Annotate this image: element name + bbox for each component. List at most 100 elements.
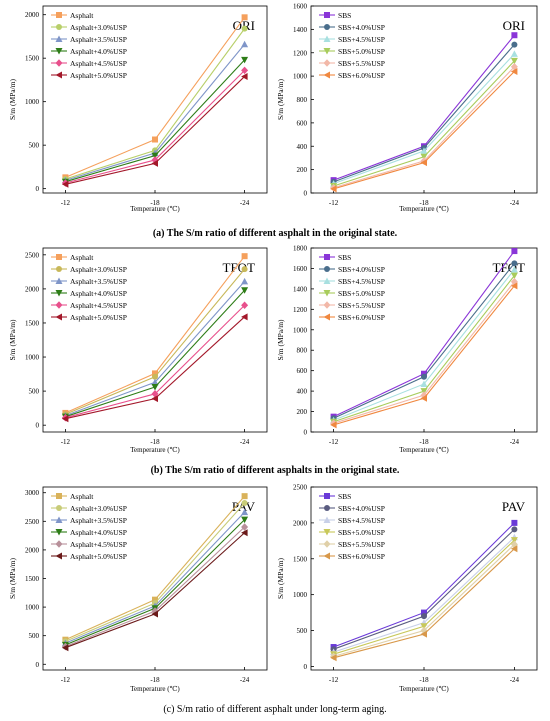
- legend-marker: [323, 313, 330, 321]
- x-tick-label: -24: [510, 676, 520, 684]
- legend-marker: [324, 266, 330, 272]
- legend-marker: [55, 59, 63, 67]
- y-tick-label: 1800: [293, 245, 308, 253]
- panel-label: TFOT: [493, 260, 526, 275]
- x-tick-label: -18: [419, 438, 429, 446]
- chart-ORI-asphalt: 0 500 1000 1500 2000 -12 -18 -24 Temperature (℃)…: [8, 5, 268, 213]
- data-point: [151, 395, 158, 403]
- y-tick-label: 1500: [25, 319, 40, 327]
- data-point: [330, 421, 337, 429]
- y-tick-label: 2500: [25, 518, 40, 526]
- data-point: [511, 32, 518, 39]
- legend-label: SBS+5.5%USP: [338, 59, 385, 68]
- legend-label: Asphalt+4.5%USP: [70, 301, 127, 310]
- legend-label: Asphalt+4.0%USP: [70, 528, 127, 537]
- legend-marker: [55, 540, 63, 548]
- legend-label: Asphalt+5.0%USP: [70, 552, 127, 561]
- y-tick-label: 1000: [293, 73, 308, 81]
- data-point: [152, 596, 158, 603]
- caption-c: (c) S/m ratio of different asphalt under…: [0, 704, 550, 716]
- data-point: [420, 147, 428, 154]
- legend-label: Asphalt+3.5%USP: [70, 277, 127, 286]
- legend-label: SBS+5.0%USP: [338, 289, 385, 298]
- legend-marker: [56, 12, 62, 18]
- x-tick-label: -12: [61, 438, 71, 446]
- legend-marker: [55, 313, 62, 321]
- y-tick-label: 2500: [25, 251, 40, 259]
- data-point: [241, 500, 248, 507]
- data-point: [510, 272, 518, 280]
- plot-frame: [310, 247, 538, 433]
- data-point: [241, 40, 249, 48]
- data-point: [510, 57, 518, 65]
- legend-marker: [56, 493, 62, 499]
- data-point: [241, 14, 248, 21]
- legend-marker: [324, 505, 330, 511]
- y-tick-label: 1500: [25, 55, 40, 63]
- legend-marker: [324, 24, 330, 30]
- data-point: [151, 152, 159, 160]
- data-point: [152, 370, 158, 377]
- chart-TFOT-asphalt: 0 500 1000 1500 2000 2500 -12 -18 -24 Temperature…: [8, 247, 268, 454]
- x-tick-label: -12: [329, 676, 339, 684]
- caption-a-letter: (a): [152, 228, 165, 239]
- y-tick-label: 2000: [25, 546, 40, 554]
- x-axis-label: Temperature (℃): [130, 446, 180, 454]
- legend-label: Asphalt: [70, 11, 94, 20]
- data-point: [420, 626, 428, 635]
- y-tick-label: 1400: [293, 26, 308, 34]
- caption-b-text: The S/m ratio of different asphalts in t…: [162, 465, 400, 476]
- y-tick-label: 1600: [293, 3, 308, 11]
- y-tick-label: 0: [36, 661, 40, 669]
- x-tick-label: -12: [61, 199, 71, 207]
- data-point: [152, 136, 158, 143]
- series-Asphalt+4.5%USP: [61, 66, 249, 187]
- panel-label: PAV: [502, 499, 526, 514]
- data-point: [510, 537, 518, 544]
- data-point: [151, 378, 159, 386]
- legend-label: Asphalt+4.5%USP: [70, 540, 127, 549]
- data-point: [420, 394, 427, 402]
- legend-label: SBS+5.5%USP: [338, 540, 385, 549]
- data-point: [241, 301, 249, 310]
- data-point: [241, 493, 248, 500]
- y-axis-label: S/m (MPa/m): [276, 319, 285, 361]
- y-tick-label: 0: [304, 663, 308, 671]
- y-tick-label: 1200: [293, 49, 308, 57]
- data-point: [241, 313, 248, 321]
- x-axis-label: Temperature (℃): [399, 446, 449, 454]
- y-tick-label: 1000: [293, 591, 308, 599]
- y-tick-label: 2000: [293, 519, 308, 527]
- legend-marker: [323, 301, 331, 309]
- legend-label: Asphalt+4.0%USP: [70, 47, 127, 56]
- data-point: [241, 277, 249, 285]
- y-tick-label: 800: [297, 347, 308, 355]
- x-tick-label: -24: [240, 438, 250, 446]
- data-point: [511, 519, 518, 526]
- legend-label: Asphalt+5.0%USP: [70, 313, 127, 322]
- legend-label: SBS+4.0%USP: [338, 504, 385, 513]
- y-tick-label: 0: [304, 190, 308, 198]
- data-point: [511, 260, 518, 267]
- legend-marker: [324, 12, 330, 18]
- y-axis-label: S/m (MPa/m): [8, 557, 17, 599]
- chart-ORI-SBS: 0 200 400 600 800 1000 1200 1400 1600 -12 -18 -24 Te…: [276, 3, 538, 213]
- series-Asphalt+5.0%USP: [61, 72, 248, 188]
- legend-label: Asphalt: [70, 253, 94, 262]
- plot-frame: [42, 247, 268, 433]
- legend-label: SBS: [338, 492, 351, 501]
- chart-PAV-asphalt: 0 500 1000 1500 2000 2500 3000 -12 -18 -24 Tempera…: [8, 486, 268, 693]
- legend-marker: [323, 59, 331, 67]
- y-axis-label: S/m (MPa/m): [276, 557, 285, 599]
- data-point: [241, 56, 249, 64]
- panel-label: TFOT: [223, 260, 256, 275]
- legend-label: Asphalt+5.0%USP: [70, 71, 127, 80]
- legend-label: Asphalt+3.0%USP: [70, 504, 127, 513]
- y-tick-label: 400: [297, 143, 308, 151]
- legend-marker: [55, 516, 63, 523]
- data-point: [241, 516, 249, 524]
- series-Asphalt+4.0%USP: [61, 287, 249, 421]
- x-tick-label: -24: [240, 199, 250, 207]
- legend-label: Asphalt+3.0%USP: [70, 23, 127, 32]
- data-point: [511, 526, 518, 533]
